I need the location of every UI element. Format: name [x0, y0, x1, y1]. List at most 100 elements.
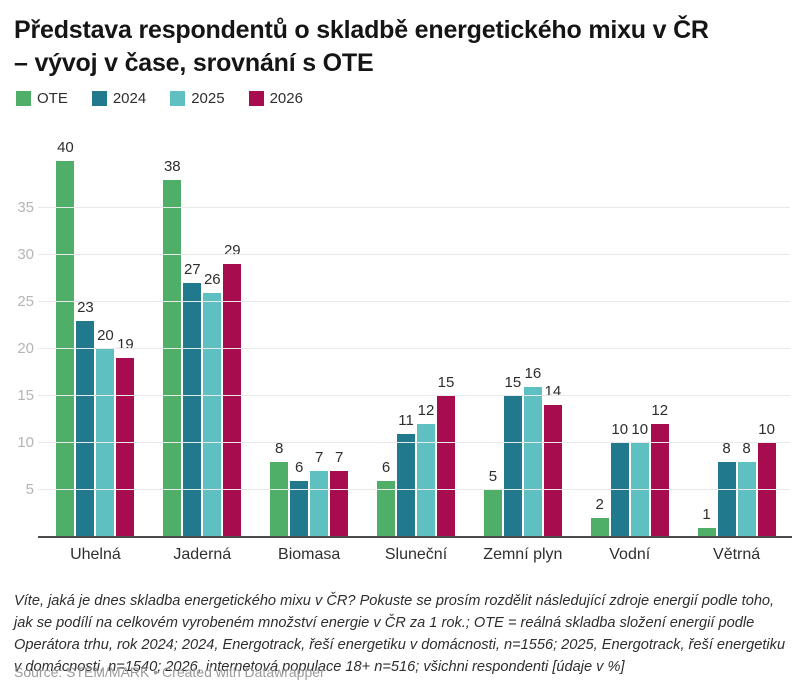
bar-2026-0: 19 [116, 336, 135, 537]
chart-notes: Víte, jaká je dnes skladba energetického… [14, 593, 786, 675]
bar-value-label: 10 [758, 421, 775, 438]
x-axis-line [38, 536, 792, 538]
bar-2025-6: 8 [737, 440, 756, 537]
bar-group: 38 27 26 29 [149, 158, 256, 537]
bar-value-label: 12 [417, 402, 435, 420]
bar-2026-2: 7 [330, 449, 349, 537]
y-axis-tick-label: 25 [17, 293, 34, 310]
bar-value-label: 19 [117, 336, 134, 354]
legend-item-2025: 2025 [170, 90, 225, 107]
bar-2025-2: 7 [310, 449, 329, 537]
bar-2026-4: 14 [543, 383, 562, 537]
bar-value-label: 12 [651, 402, 669, 420]
y-axis-tick-label: 5 [25, 481, 34, 498]
bar-ote-6: 1 [697, 506, 716, 537]
bar-value-label: 7 [334, 449, 344, 467]
category-label: Uhelná [70, 546, 121, 563]
bar-ote-4: 5 [483, 468, 502, 537]
source-line: Source: STEM/MARK • Created with Datawra… [14, 664, 325, 680]
bar-value-label: 11 [398, 411, 414, 429]
bar-2024-6: 8 [717, 440, 736, 537]
legend-label: 2025 [191, 90, 225, 107]
y-axis-tick-label: 20 [17, 340, 34, 357]
bar-group: 5 15 16 14 [469, 161, 576, 537]
bar-2026-5: 12 [650, 402, 669, 537]
legend-swatch-icon [170, 91, 186, 106]
bar-2024-5: 10 [610, 421, 629, 537]
bar-value-label: 5 [488, 468, 498, 485]
bar-value-label: 1 [702, 505, 711, 523]
bar-2024-0: 23 [76, 299, 95, 537]
legend: OTE 2024 2025 2026 [16, 90, 303, 107]
bar-value-label: 38 [163, 157, 181, 175]
y-axis-tick-label: 30 [17, 246, 34, 263]
bar-ote-3: 6 [377, 459, 395, 537]
bar-2025-0: 20 [96, 327, 115, 537]
y-axis-tick-label: 15 [17, 387, 34, 404]
bar-value-label: 15 [504, 374, 522, 391]
category-label: Biomasa [278, 546, 341, 563]
bar-group: 40 23 20 19 [42, 139, 149, 537]
legend-label: 2024 [112, 90, 147, 107]
gridline [38, 301, 790, 302]
bar-2025-4: 16 [523, 365, 542, 537]
bar-value-label: 2 [595, 496, 604, 514]
bar-2024-2: 6 [290, 459, 309, 537]
bar-value-label: 6 [294, 458, 304, 476]
bar-groups: 40 23 20 19 38 27 26 29 8 6 7 7 6 11 12 15 5 15 16 14 2 10 10 1… [42, 139, 790, 537]
bar-group: 1 8 8 10 [683, 161, 790, 537]
bar-value-label: 27 [183, 261, 201, 279]
bar-ote-0: 40 [56, 139, 75, 537]
y-axis-tick-label: 10 [17, 434, 34, 451]
legend-item-2026: 2026 [248, 90, 303, 107]
bar-ote-5: 2 [590, 496, 609, 537]
bar-value-label: 29 [223, 242, 241, 260]
gridline [38, 442, 790, 443]
bar-2025-3: 12 [417, 402, 435, 537]
bar-value-label: 26 [203, 270, 221, 288]
category-label: Větrná [713, 546, 761, 563]
bar-2025-1: 26 [203, 271, 222, 537]
legend-label: OTE [37, 90, 68, 107]
bar-2026-3: 15 [437, 374, 455, 537]
gridline [38, 348, 790, 349]
category-label: Sluneční [384, 546, 448, 563]
category-label: Zemní plyn [483, 546, 563, 563]
x-axis-category-labels: Uhelná Jaderná Biomasa Sluneční Zemní plyn Vo… [42, 546, 790, 564]
bar-value-label: 14 [544, 383, 562, 401]
bar-value-label: 23 [77, 298, 94, 316]
bar-ote-1: 38 [163, 158, 182, 537]
bar-value-label: 8 [722, 439, 731, 457]
legend-swatch-icon [248, 91, 264, 106]
legend-swatch-icon [16, 91, 31, 106]
bar-group: 6 11 12 15 [363, 161, 470, 537]
plot-area: 40 23 20 19 38 27 26 29 8 6 7 7 6 11 12 15 5 15 16 14 2 10 10 1… [17, 139, 790, 537]
bar-value-label: 8 [274, 439, 284, 457]
bar-2024-4: 15 [503, 374, 522, 537]
category-label: Jaderná [173, 546, 232, 563]
category-label: Vodní [609, 546, 651, 563]
legend-swatch-icon [91, 91, 107, 106]
bar-value-label: 8 [742, 439, 751, 457]
legend-item-ote: OTE [16, 90, 68, 107]
gridline [38, 254, 790, 255]
bar-ote-2: 8 [270, 440, 289, 537]
bar-2025-5: 10 [630, 421, 649, 537]
bar-value-label: 40 [57, 139, 74, 156]
bar-value-label: 7 [314, 449, 324, 467]
chart-title: Představa respondentů o skladbě energeti… [14, 16, 709, 77]
bar-2024-3: 11 [397, 412, 415, 537]
bar-2026-1: 29 [223, 242, 242, 537]
bar-value-label: 10 [611, 421, 629, 438]
gridline [38, 395, 790, 396]
gridline [38, 207, 790, 208]
gridline [38, 489, 790, 490]
legend-item-2024: 2024 [91, 90, 147, 107]
bar-value-label: 6 [381, 458, 391, 476]
legend-label: 2026 [269, 90, 303, 107]
bar-value-label: 15 [437, 374, 455, 391]
bar-value-label: 20 [97, 327, 114, 344]
bar-value-label: 10 [631, 421, 649, 438]
bar-value-label: 16 [524, 364, 542, 382]
